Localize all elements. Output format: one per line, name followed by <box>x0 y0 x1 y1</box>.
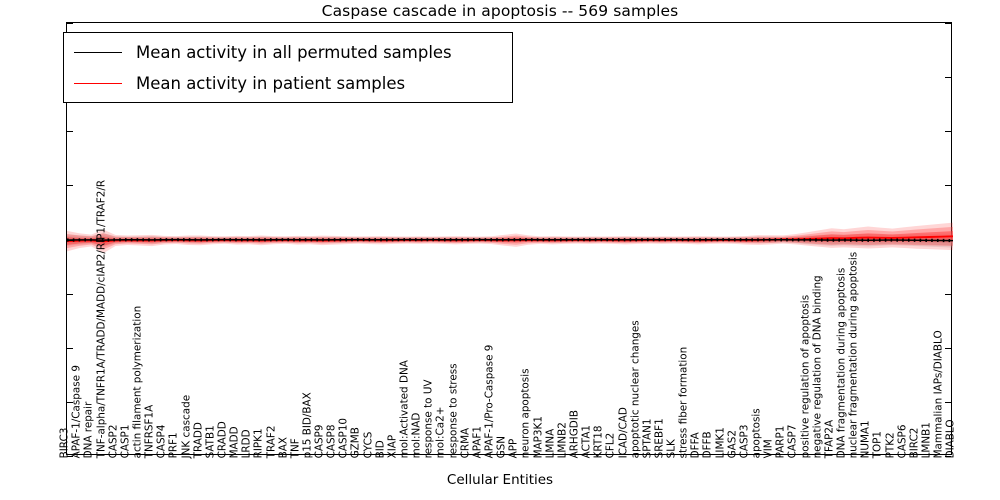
y-tick-mark <box>67 347 73 349</box>
y-tick-mark <box>67 131 73 133</box>
y-tick-mark <box>67 23 73 24</box>
y-tick-mark <box>945 456 951 457</box>
chart-title: Caspase cascade in apoptosis -- 569 samp… <box>321 2 679 20</box>
y-tick-mark <box>945 185 951 187</box>
y-tick-mark <box>67 456 73 457</box>
y-tick-mark <box>945 239 951 241</box>
plot-area <box>67 23 953 456</box>
x-axis-label: Cellular Entities <box>446 472 554 488</box>
y-tick-mark <box>945 347 951 349</box>
legend-label-permuted: Mean activity in all permuted samples <box>136 43 452 62</box>
y-tick-mark <box>945 293 951 295</box>
legend-swatch-permuted <box>74 52 122 53</box>
legend-swatch-patient <box>74 83 122 84</box>
patient-std-band <box>67 231 953 246</box>
series-canvas <box>67 222 953 254</box>
patient-std-band <box>67 222 953 254</box>
y-tick-mark <box>945 23 951 24</box>
y-tick-mark <box>67 185 73 187</box>
y-tick-mark <box>945 77 951 79</box>
y-tick-mark <box>67 293 73 295</box>
y-tick-mark <box>67 239 73 241</box>
legend-entry-permuted: Mean activity in all permuted samples <box>64 37 512 68</box>
y-tick-mark <box>945 131 951 133</box>
y-tick-mark <box>945 401 951 403</box>
chart-legend: Mean activity in all permuted samples Me… <box>63 32 513 103</box>
permuted-mean-line <box>67 238 953 242</box>
y-tick-mark <box>67 401 73 403</box>
legend-entry-patient: Mean activity in patient samples <box>64 68 512 99</box>
legend-label-patient: Mean activity in patient samples <box>136 74 406 93</box>
